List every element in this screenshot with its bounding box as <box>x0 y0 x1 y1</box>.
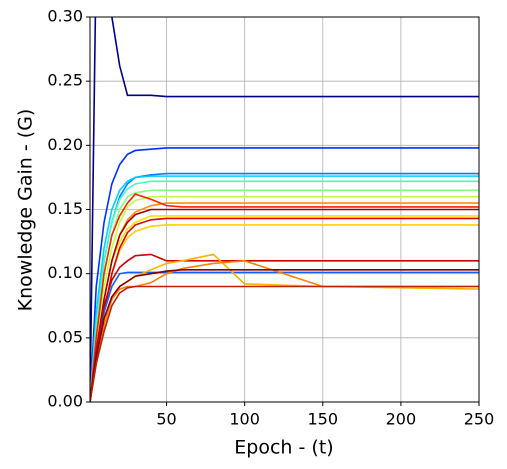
series-line <box>90 189 479 402</box>
x-tick-label: 250 <box>464 410 495 429</box>
y-tick-label: 0.25 <box>47 71 83 90</box>
y-tick-label: 0.15 <box>47 199 83 218</box>
series-line <box>90 285 479 402</box>
series-line <box>90 253 479 402</box>
series-line <box>90 208 479 402</box>
x-tick-label: 150 <box>308 410 339 429</box>
y-tick-label: 0.05 <box>47 327 83 346</box>
series-line <box>90 224 479 402</box>
lines <box>90 17 479 402</box>
y-tick-label: 0.20 <box>47 135 83 154</box>
x-axis-label: Epoch - (t) <box>234 437 333 459</box>
ticks: 0.00 0.05 0.10 0.15 0.20 0.25 0.30 50 100 150 200 2… <box>47 7 494 429</box>
y-tick-label: 0.30 <box>47 7 83 26</box>
y-tick-label: 0.10 <box>47 263 83 282</box>
x-tick-label: 50 <box>156 410 176 429</box>
series-line <box>90 195 479 402</box>
series-line <box>90 217 479 402</box>
series-line <box>90 202 479 402</box>
y-tick-label: 0.00 <box>47 392 83 411</box>
series-line <box>90 269 479 402</box>
series-line <box>90 147 479 402</box>
series-line <box>90 175 479 402</box>
series-line <box>90 215 479 402</box>
series-line <box>90 180 479 402</box>
series-line <box>90 260 479 402</box>
series-line <box>90 193 479 402</box>
x-tick-label: 100 <box>229 410 260 429</box>
series-line <box>90 271 479 402</box>
series-line <box>90 17 479 402</box>
series-line <box>90 253 479 402</box>
x-tick-label: 200 <box>386 410 417 429</box>
y-axis-label: Knowledge Gain - (G) <box>15 109 37 312</box>
